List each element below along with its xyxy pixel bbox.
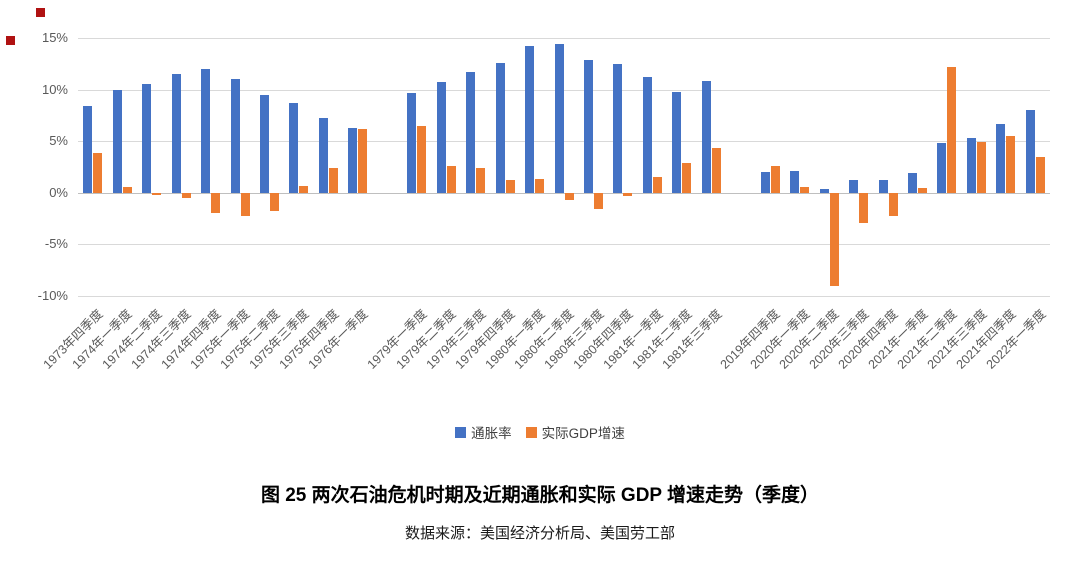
bar-gdp	[240, 192, 250, 217]
legend-swatch-inflation	[455, 426, 467, 438]
bar-inflation	[672, 91, 682, 193]
bar-inflation	[554, 44, 564, 193]
gridline	[78, 38, 1050, 39]
bar-gdp	[859, 192, 868, 223]
gridline	[78, 296, 1050, 297]
decoration-red-square	[36, 8, 45, 17]
bar-gdp	[181, 192, 191, 198]
bar-inflation	[1025, 110, 1035, 193]
bar-gdp	[505, 180, 515, 193]
bar-gdp	[564, 192, 574, 200]
bar-inflation	[908, 173, 917, 193]
bar-inflation	[171, 74, 181, 193]
y-axis-tick-label: 10%	[41, 81, 68, 97]
bar-gdp	[152, 192, 162, 195]
bar-inflation	[584, 59, 593, 193]
bar-gdp	[328, 168, 338, 193]
bar-inflation	[937, 143, 947, 193]
bar-gdp	[299, 185, 309, 193]
bar-inflation	[760, 172, 770, 193]
bar-gdp	[1035, 156, 1045, 193]
bar-gdp	[800, 186, 810, 193]
bar-gdp	[1006, 136, 1016, 193]
bar-gdp	[682, 162, 692, 193]
legend-item-inflation: 通胀率	[455, 422, 512, 442]
bar-gdp	[211, 192, 220, 214]
legend-item-gdp: 实际GDP增速	[525, 422, 625, 442]
gridline	[78, 89, 1050, 91]
bar-inflation	[466, 72, 476, 193]
bar-inflation	[407, 92, 417, 193]
legend-swatch-gdp	[525, 426, 537, 438]
bar-inflation	[436, 82, 446, 193]
bar-inflation	[849, 180, 858, 193]
bar-gdp	[711, 148, 721, 193]
bar-inflation	[525, 46, 534, 193]
bar-inflation	[819, 188, 829, 193]
y-axis-tick-label: 0%	[49, 184, 68, 200]
bar-gdp	[594, 192, 603, 210]
bar-inflation	[495, 62, 505, 193]
gridline	[78, 244, 1050, 246]
bar-gdp	[829, 192, 839, 286]
bar-gdp	[623, 192, 633, 196]
bar-inflation	[348, 127, 358, 193]
bar-inflation	[318, 117, 328, 193]
bar-inflation	[613, 63, 623, 193]
decoration-red-square	[6, 36, 15, 45]
bar-gdp	[93, 152, 103, 193]
y-axis-tick-label: 15%	[41, 30, 68, 45]
bar-gdp	[358, 128, 368, 193]
chart-title: 图 25 两次石油危机时期及近期通胀和实际 GDP 增速走势（季度）	[260, 485, 820, 506]
y-axis-tick-label: -5%	[44, 236, 68, 252]
bar-gdp	[976, 142, 986, 193]
bar-inflation	[230, 79, 240, 193]
bar-gdp	[476, 168, 486, 193]
bar-gdp	[122, 186, 132, 193]
bar-inflation	[878, 180, 888, 193]
bar-gdp	[652, 177, 662, 193]
bar-inflation	[201, 69, 210, 193]
y-axis-tick-label: 5%	[49, 133, 68, 149]
bar-inflation	[142, 84, 152, 193]
bar-gdp	[417, 125, 427, 193]
bar-gdp	[446, 166, 456, 193]
bar-gdp	[947, 66, 957, 193]
bar-gdp	[535, 179, 544, 193]
legend-label-gdp: 实际GDP增速	[541, 426, 625, 441]
bar-gdp	[270, 192, 279, 212]
bar-gdp	[918, 187, 927, 193]
bar-inflation	[996, 123, 1006, 193]
gridline	[78, 141, 1050, 143]
legend: 通胀率 实际GDP增速	[0, 422, 1080, 442]
source-caption: 数据来源：美国经济分析局、美国劳工部	[404, 526, 675, 542]
bar-inflation	[289, 103, 299, 193]
bar-gdp	[888, 192, 898, 217]
bar-gdp	[770, 166, 780, 193]
legend-label-inflation: 通胀率	[471, 426, 512, 441]
y-axis-tick-label: -10%	[37, 288, 68, 303]
x-axis-zero-line	[78, 192, 1050, 194]
bar-inflation	[642, 77, 652, 193]
bar-inflation	[112, 89, 122, 193]
bar-inflation	[790, 171, 800, 193]
bar-inflation	[966, 138, 976, 193]
bar-inflation	[701, 81, 711, 193]
bar-inflation	[83, 106, 93, 193]
bar-inflation	[260, 94, 269, 193]
